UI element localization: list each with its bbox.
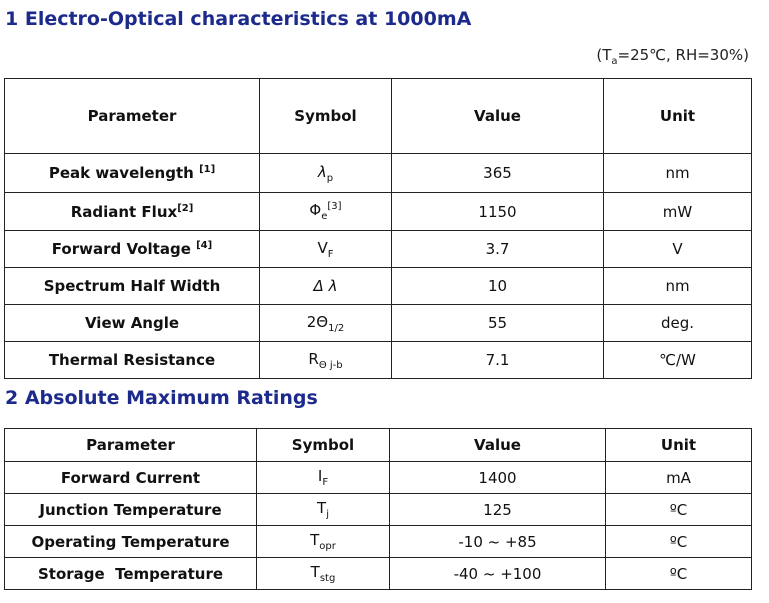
table-header-row: Parameter Symbol Value Unit [4, 78, 752, 154]
param-label: Peak wavelength [48, 164, 200, 182]
symbol-cell: Tstg [256, 557, 390, 590]
symbol-main: T [317, 499, 327, 517]
value-cell: -40 ~ +100 [389, 557, 606, 590]
symbol-cell: VF [259, 230, 392, 268]
header-parameter: Parameter [4, 428, 257, 462]
header-unit: Unit [605, 428, 752, 462]
symbol-main: I [317, 467, 323, 485]
value-cell: 1400 [389, 461, 606, 494]
unit-cell: V [603, 230, 752, 268]
header-symbol: Symbol [256, 428, 390, 462]
table-row: Junction Temperature Tj 125 ºC [4, 493, 752, 526]
test-conditions: (Ta=25℃, RH=30%) [596, 46, 749, 67]
table-row: Forward Current IF 1400 mA [4, 461, 752, 494]
value-cell: 1150 [391, 192, 604, 231]
param-cell: Forward Current [4, 461, 257, 494]
unit-cell: nm [603, 153, 752, 193]
symbol-main: λ [317, 162, 327, 181]
table-row: Forward Voltage [4] VF 3.7 V [4, 230, 752, 268]
param-cell: Forward Voltage [4] [4, 230, 260, 268]
value-cell: 7.1 [391, 341, 604, 379]
symbol-cell: Δ λ [259, 267, 392, 305]
param-label: Radiant Flux [70, 202, 178, 221]
param-cell: Peak wavelength [1] [4, 153, 260, 193]
symbol-main: Φ [309, 201, 322, 219]
param-cell: Radiant Flux[2] [4, 192, 260, 231]
symbol-sub: F [327, 248, 334, 260]
symbol-cell: Topr [256, 525, 390, 558]
symbol-cell: IF [256, 461, 390, 494]
param-cell: View Angle [4, 304, 260, 342]
param-cell: Spectrum Half Width [4, 267, 260, 305]
symbol-sub: opr [319, 541, 336, 552]
param-cell: Storage Temperature [4, 557, 257, 590]
section2-title: 2 Absolute Maximum Ratings [5, 387, 318, 409]
unit-cell: ºC [605, 557, 752, 590]
symbol-sub: 1/2 [328, 322, 345, 334]
header-value: Value [391, 78, 604, 154]
cond-rest: =25℃, RH=30%) [617, 46, 750, 64]
table-row: Thermal Resistance RΘ j-b 7.1 ℃/W [4, 341, 752, 379]
unit-cell: mA [605, 461, 752, 494]
table-row: Storage Temperature Tstg -40 ~ +100 ºC [4, 557, 752, 590]
symbol-sub: stg [319, 573, 336, 584]
value-cell: 125 [389, 493, 606, 526]
symbol-main: T [310, 563, 320, 581]
value-cell: 3.7 [391, 230, 604, 268]
symbol-main: R [308, 349, 319, 368]
unit-cell: ºC [605, 493, 752, 526]
header-symbol: Symbol [259, 78, 392, 154]
symbol-main: V [317, 238, 328, 257]
electro-optical-table: Parameter Symbol Value Unit Peak wavelen… [4, 78, 752, 379]
unit-cell: deg. [603, 304, 752, 342]
param-cell: Operating Temperature [4, 525, 257, 558]
header-value: Value [389, 428, 606, 462]
value-cell: 10 [391, 267, 604, 305]
symbol-main: 2Θ [306, 312, 329, 331]
table-row: View Angle 2Θ1/2 55 deg. [4, 304, 752, 342]
unit-cell: ℃/W [603, 341, 752, 379]
section1-title: 1 Electro-Optical characteristics at 100… [5, 8, 472, 30]
symbol-sub: e [321, 211, 328, 222]
header-parameter: Parameter [4, 78, 260, 154]
param-cell: Thermal Resistance [4, 341, 260, 379]
symbol-main: T [310, 531, 320, 549]
symbol-cell: Tj [256, 493, 390, 526]
table-row: Spectrum Half Width Δ λ 10 nm [4, 267, 752, 305]
value-cell: -10 ~ +85 [389, 525, 606, 558]
cond-open: (T [596, 46, 612, 64]
symbol-cell: Φe[3] [259, 192, 392, 231]
unit-cell: mW [603, 192, 752, 231]
symbol-sup: [3] [327, 201, 342, 212]
param-note: [2] [177, 202, 194, 214]
param-note: [1] [199, 164, 216, 175]
value-cell: 365 [391, 153, 604, 193]
table-row: Peak wavelength [1] λp 365 nm [4, 153, 752, 193]
table-header-row: Parameter Symbol Value Unit [4, 428, 752, 462]
symbol-cell: λp [259, 153, 392, 193]
symbol-cell: RΘ j-b [259, 341, 392, 379]
unit-cell: nm [603, 267, 752, 305]
symbol-sub: p [326, 172, 334, 184]
symbol-sub: j [326, 509, 329, 520]
header-unit: Unit [603, 78, 752, 154]
value-cell: 55 [391, 304, 604, 342]
param-label: Forward Voltage [51, 240, 197, 258]
table-row: Operating Temperature Topr -10 ~ +85 ºC [4, 525, 752, 558]
symbol-sub: F [322, 477, 329, 488]
symbol-sub: Θ j-b [318, 359, 343, 371]
param-note: [4] [196, 240, 213, 251]
unit-cell: ºC [605, 525, 752, 558]
symbol-cell: 2Θ1/2 [259, 304, 392, 342]
table-row: Radiant Flux[2] Φe[3] 1150 mW [4, 192, 752, 231]
param-cell: Junction Temperature [4, 493, 257, 526]
cond-ta-sub: a [611, 56, 618, 67]
absolute-max-ratings-table: Parameter Symbol Value Unit Forward Curr… [4, 428, 752, 590]
